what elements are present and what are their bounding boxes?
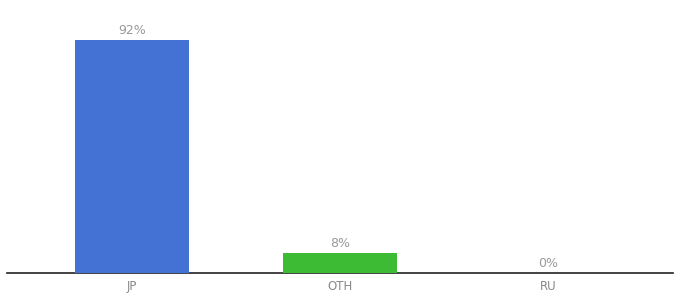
Text: 0%: 0%	[538, 257, 558, 270]
Bar	[283, 253, 397, 273]
Text: 92%: 92%	[118, 24, 146, 37]
Bar	[75, 40, 189, 273]
Text: 8%: 8%	[330, 237, 350, 250]
